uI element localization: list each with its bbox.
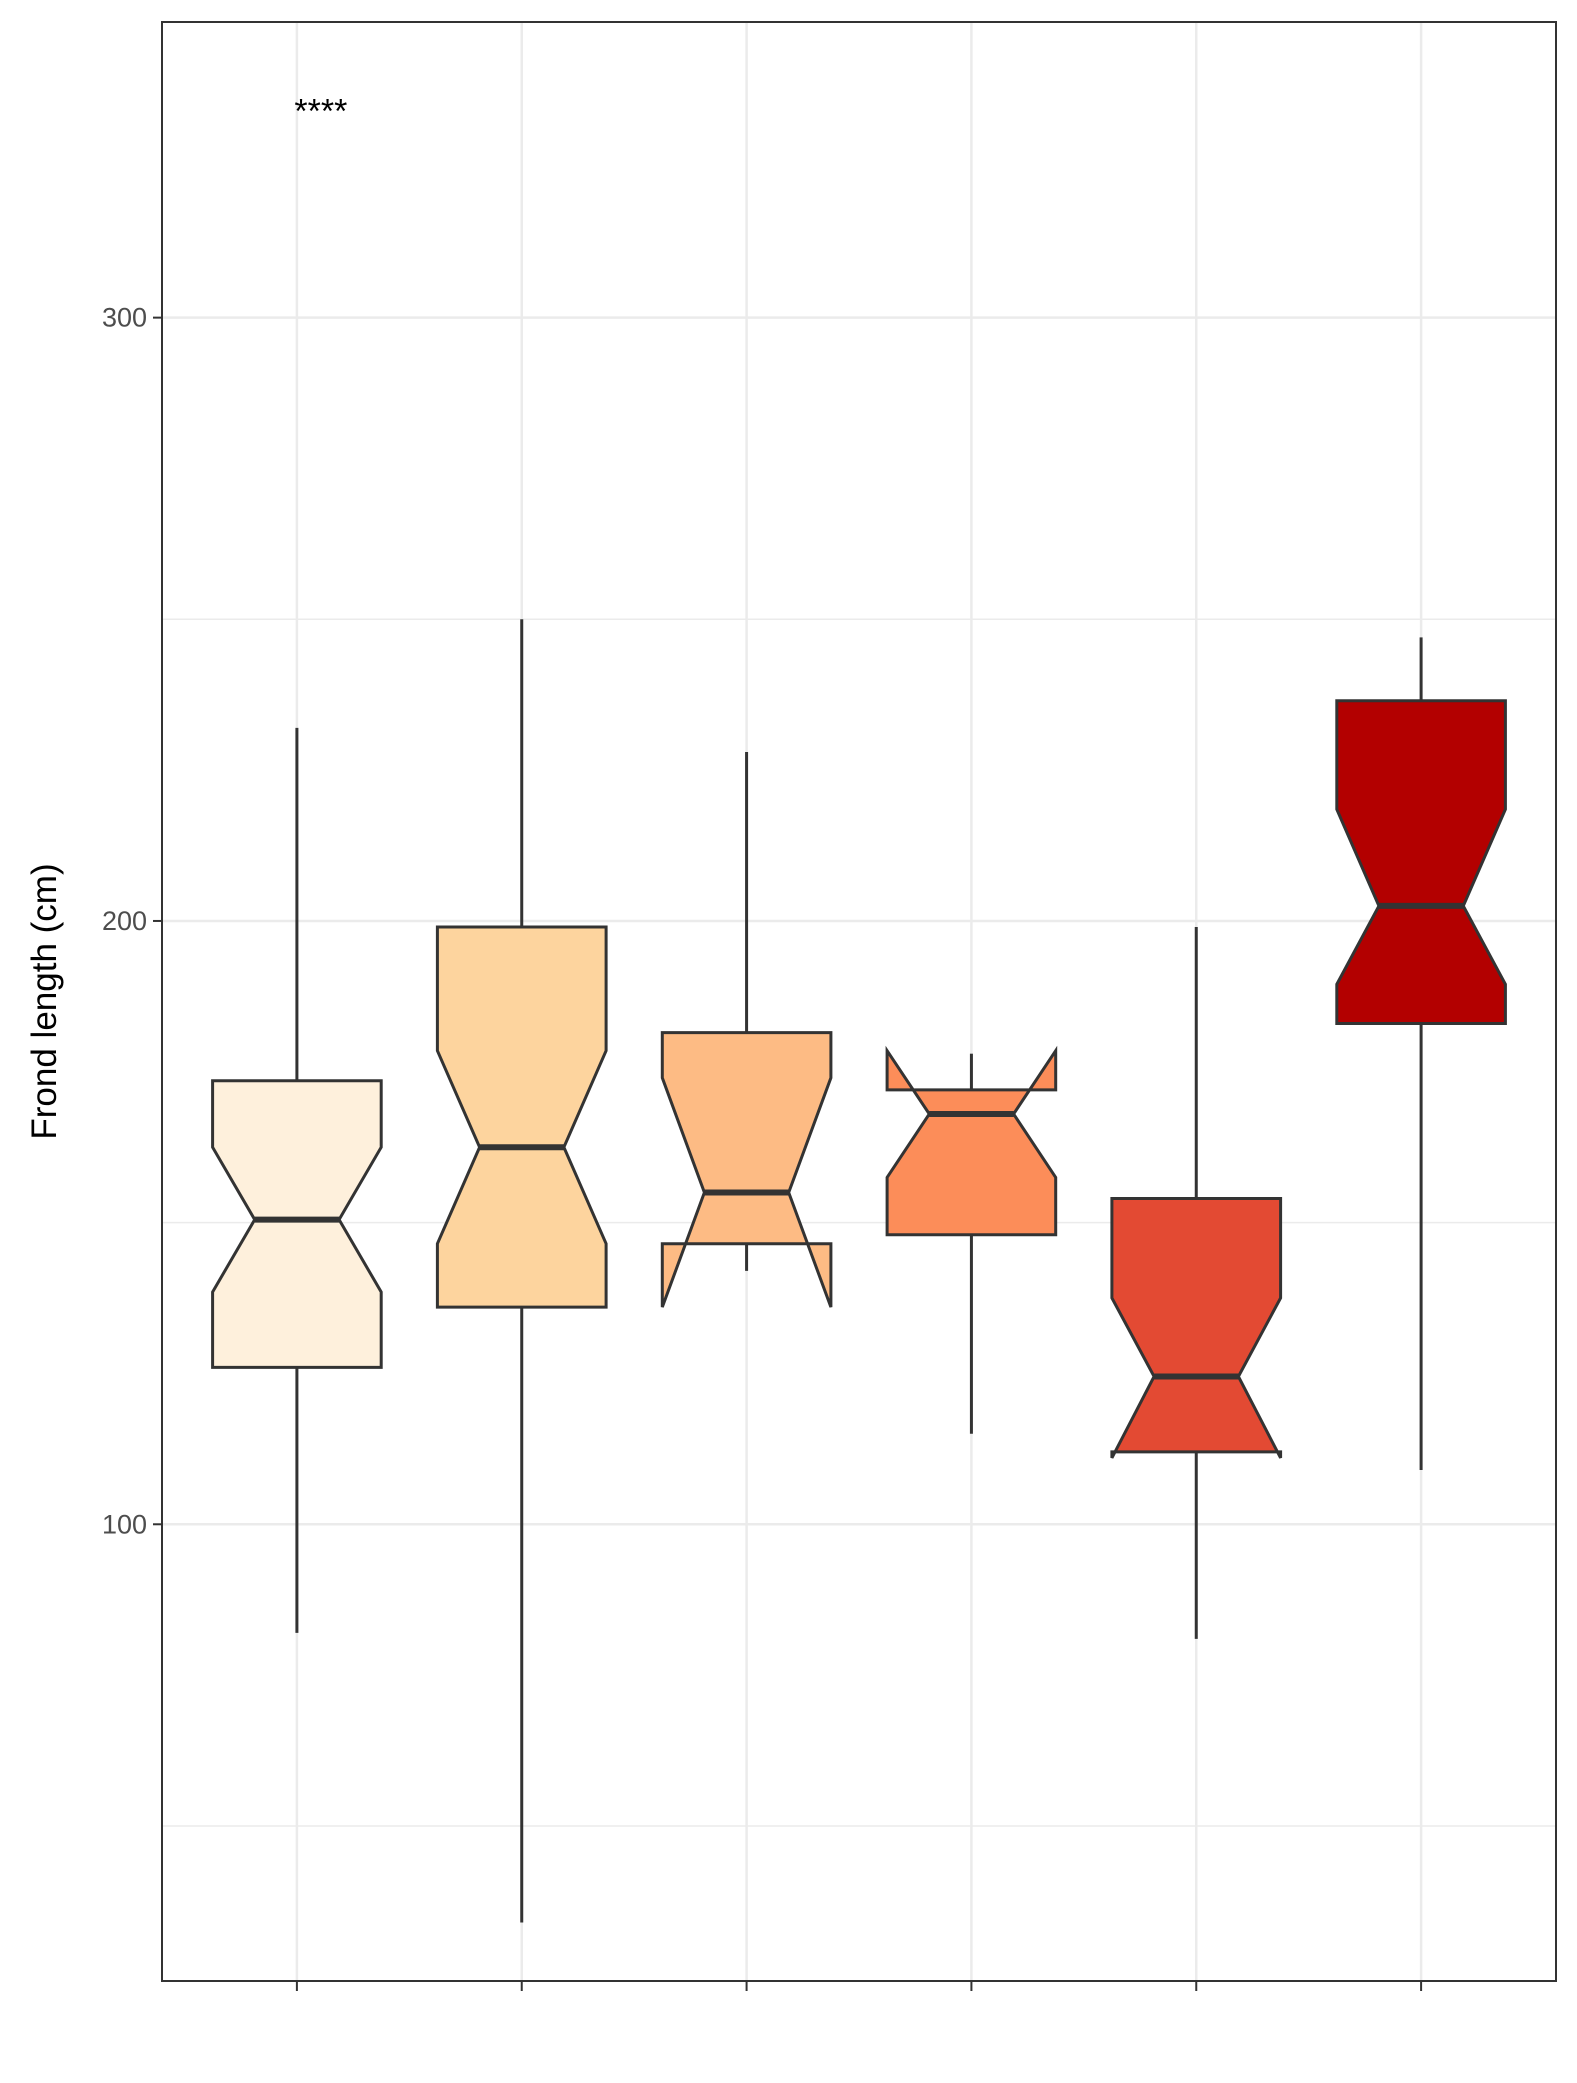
y-axis-title: Frond length (cm) xyxy=(25,863,64,1139)
box-1 xyxy=(211,727,383,1633)
box-body xyxy=(1335,699,1507,1025)
panel-border xyxy=(161,21,1557,1982)
significance-annotation: **** xyxy=(294,92,347,130)
box-6 xyxy=(1335,637,1507,1470)
y-tick-label: 100 xyxy=(102,1509,147,1539)
box-body xyxy=(435,925,608,1309)
box-5 xyxy=(1110,926,1283,1639)
box-body xyxy=(211,1079,383,1369)
box-3 xyxy=(660,752,833,1308)
box-4 xyxy=(885,1045,1058,1434)
y-tick-label: 200 xyxy=(102,906,147,936)
axes: 100 200 300 xyxy=(102,303,1423,1991)
box-body xyxy=(885,1045,1058,1237)
y-tick-label: 300 xyxy=(102,303,147,333)
box-2 xyxy=(435,619,608,1923)
box-body xyxy=(1110,1197,1283,1459)
box-body xyxy=(660,1031,833,1308)
box-plot-series xyxy=(211,619,1507,1923)
